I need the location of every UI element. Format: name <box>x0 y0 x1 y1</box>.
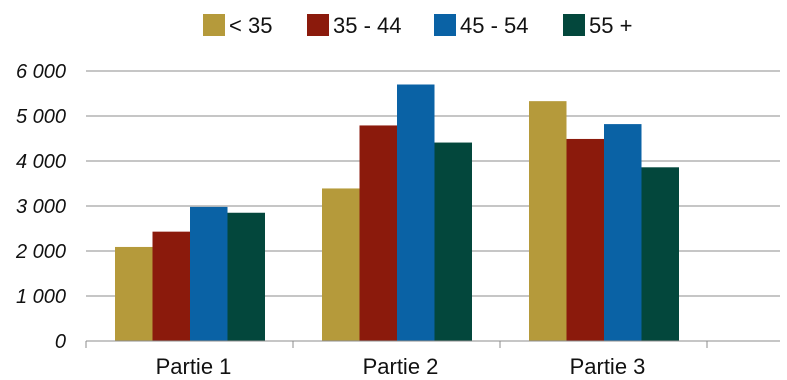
bar-2-2 <box>359 125 397 341</box>
legend-swatch-2 <box>307 14 329 36</box>
y-tick-label: 1 000 <box>16 286 66 308</box>
y-tick-label: 2 000 <box>15 241 66 263</box>
legend-label: 35 - 44 <box>333 13 402 38</box>
x-axis-category-labels: Partie 1 Partie 2 Partie 3 <box>156 354 646 379</box>
y-tick-label: 6 000 <box>16 61 66 83</box>
legend-label: 45 - 54 <box>460 13 529 38</box>
y-tick-label: 0 <box>55 331 66 353</box>
bar-2-1 <box>322 188 360 341</box>
bar-3-4 <box>641 167 679 341</box>
y-tick-label: 5 000 <box>16 106 66 128</box>
x-category-label: Partie 1 <box>156 354 232 379</box>
legend-label: < 35 <box>229 13 272 38</box>
legend-swatch-1 <box>203 14 225 36</box>
bars <box>115 84 679 342</box>
legend: < 35 35 - 44 45 - 54 55 + <box>203 13 632 38</box>
y-tick-label: 3 000 <box>16 196 66 218</box>
bar-3-3 <box>604 124 642 341</box>
bar-3-2 <box>566 138 604 341</box>
bar-2-4 <box>434 142 472 341</box>
x-category-label: Partie 3 <box>570 354 646 379</box>
x-category-label: Partie 2 <box>363 354 439 379</box>
y-tick-label: 4 000 <box>16 151 66 173</box>
bar-1-4 <box>227 212 265 341</box>
legend-swatch-4 <box>563 14 585 36</box>
bar-2-3 <box>397 84 435 341</box>
legend-swatch-3 <box>434 14 456 36</box>
bar-3-1 <box>529 101 567 342</box>
bar-1-2 <box>152 231 190 341</box>
legend-label: 55 + <box>589 13 632 38</box>
bar-1-3 <box>190 206 228 341</box>
bar-1-1 <box>115 246 153 341</box>
x-axis <box>85 340 780 348</box>
y-axis-tick-labels: 0 1 000 2 000 3 000 4 000 5 000 6 000 <box>15 61 66 353</box>
